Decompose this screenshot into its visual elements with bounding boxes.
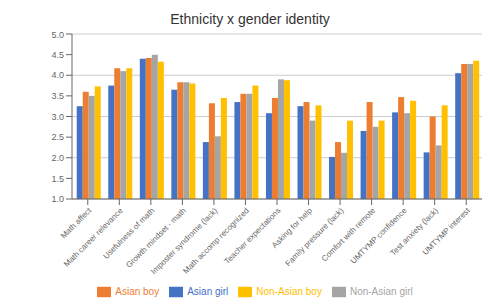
svg-text:2.5: 2.5 — [51, 132, 64, 142]
svg-text:1.5: 1.5 — [51, 174, 64, 184]
html-text:Non-Asian girl: Non-Asian girl — [349, 285, 413, 297]
html-text:Asian boy: Asian boy — [115, 285, 160, 297]
svg-text:Test anxiety (lack): Test anxiety (lack) — [388, 206, 441, 258]
html-text:Non-Asian boy: Non-Asian boy — [256, 285, 322, 297]
svg-text:4.5: 4.5 — [51, 50, 64, 60]
svg-text:Growth mindset - math: Growth mindset - math — [124, 206, 188, 270]
html-text:Ethnicity x gender identity: Ethnicity x gender identity — [170, 11, 330, 27]
svg-text:1.0: 1.0 — [51, 194, 64, 204]
html-text:Asian girl: Asian girl — [187, 285, 229, 297]
svg-text:Imposter syndrome (lack): Imposter syndrome (lack) — [149, 206, 220, 277]
svg-text:3.5: 3.5 — [51, 91, 64, 101]
svg-text:UMTYMP interest: UMTYMP interest — [421, 206, 472, 257]
svg-text:4.0: 4.0 — [51, 70, 64, 80]
svg-text:Teacher expectations: Teacher expectations — [223, 206, 283, 266]
svg-text:UMTYMP confidence: UMTYMP confidence — [349, 206, 409, 266]
svg-text:Usefulness of math: Usefulness of math — [101, 206, 156, 261]
svg-text:Math accomp recognized: Math accomp recognized — [181, 206, 251, 276]
svg-text:Math career relevance: Math career relevance — [62, 206, 125, 269]
svg-text:Asking for help: Asking for help — [270, 206, 314, 250]
svg-text:Math affect: Math affect — [58, 206, 94, 241]
svg-text:5.0: 5.0 — [51, 30, 64, 40]
svg-text:Family pressure (lack): Family pressure (lack) — [284, 206, 346, 268]
svg-text:Comfort with remote: Comfort with remote — [320, 206, 378, 264]
svg-text:2.0: 2.0 — [51, 153, 64, 163]
svg-text:3.0: 3.0 — [51, 112, 64, 122]
